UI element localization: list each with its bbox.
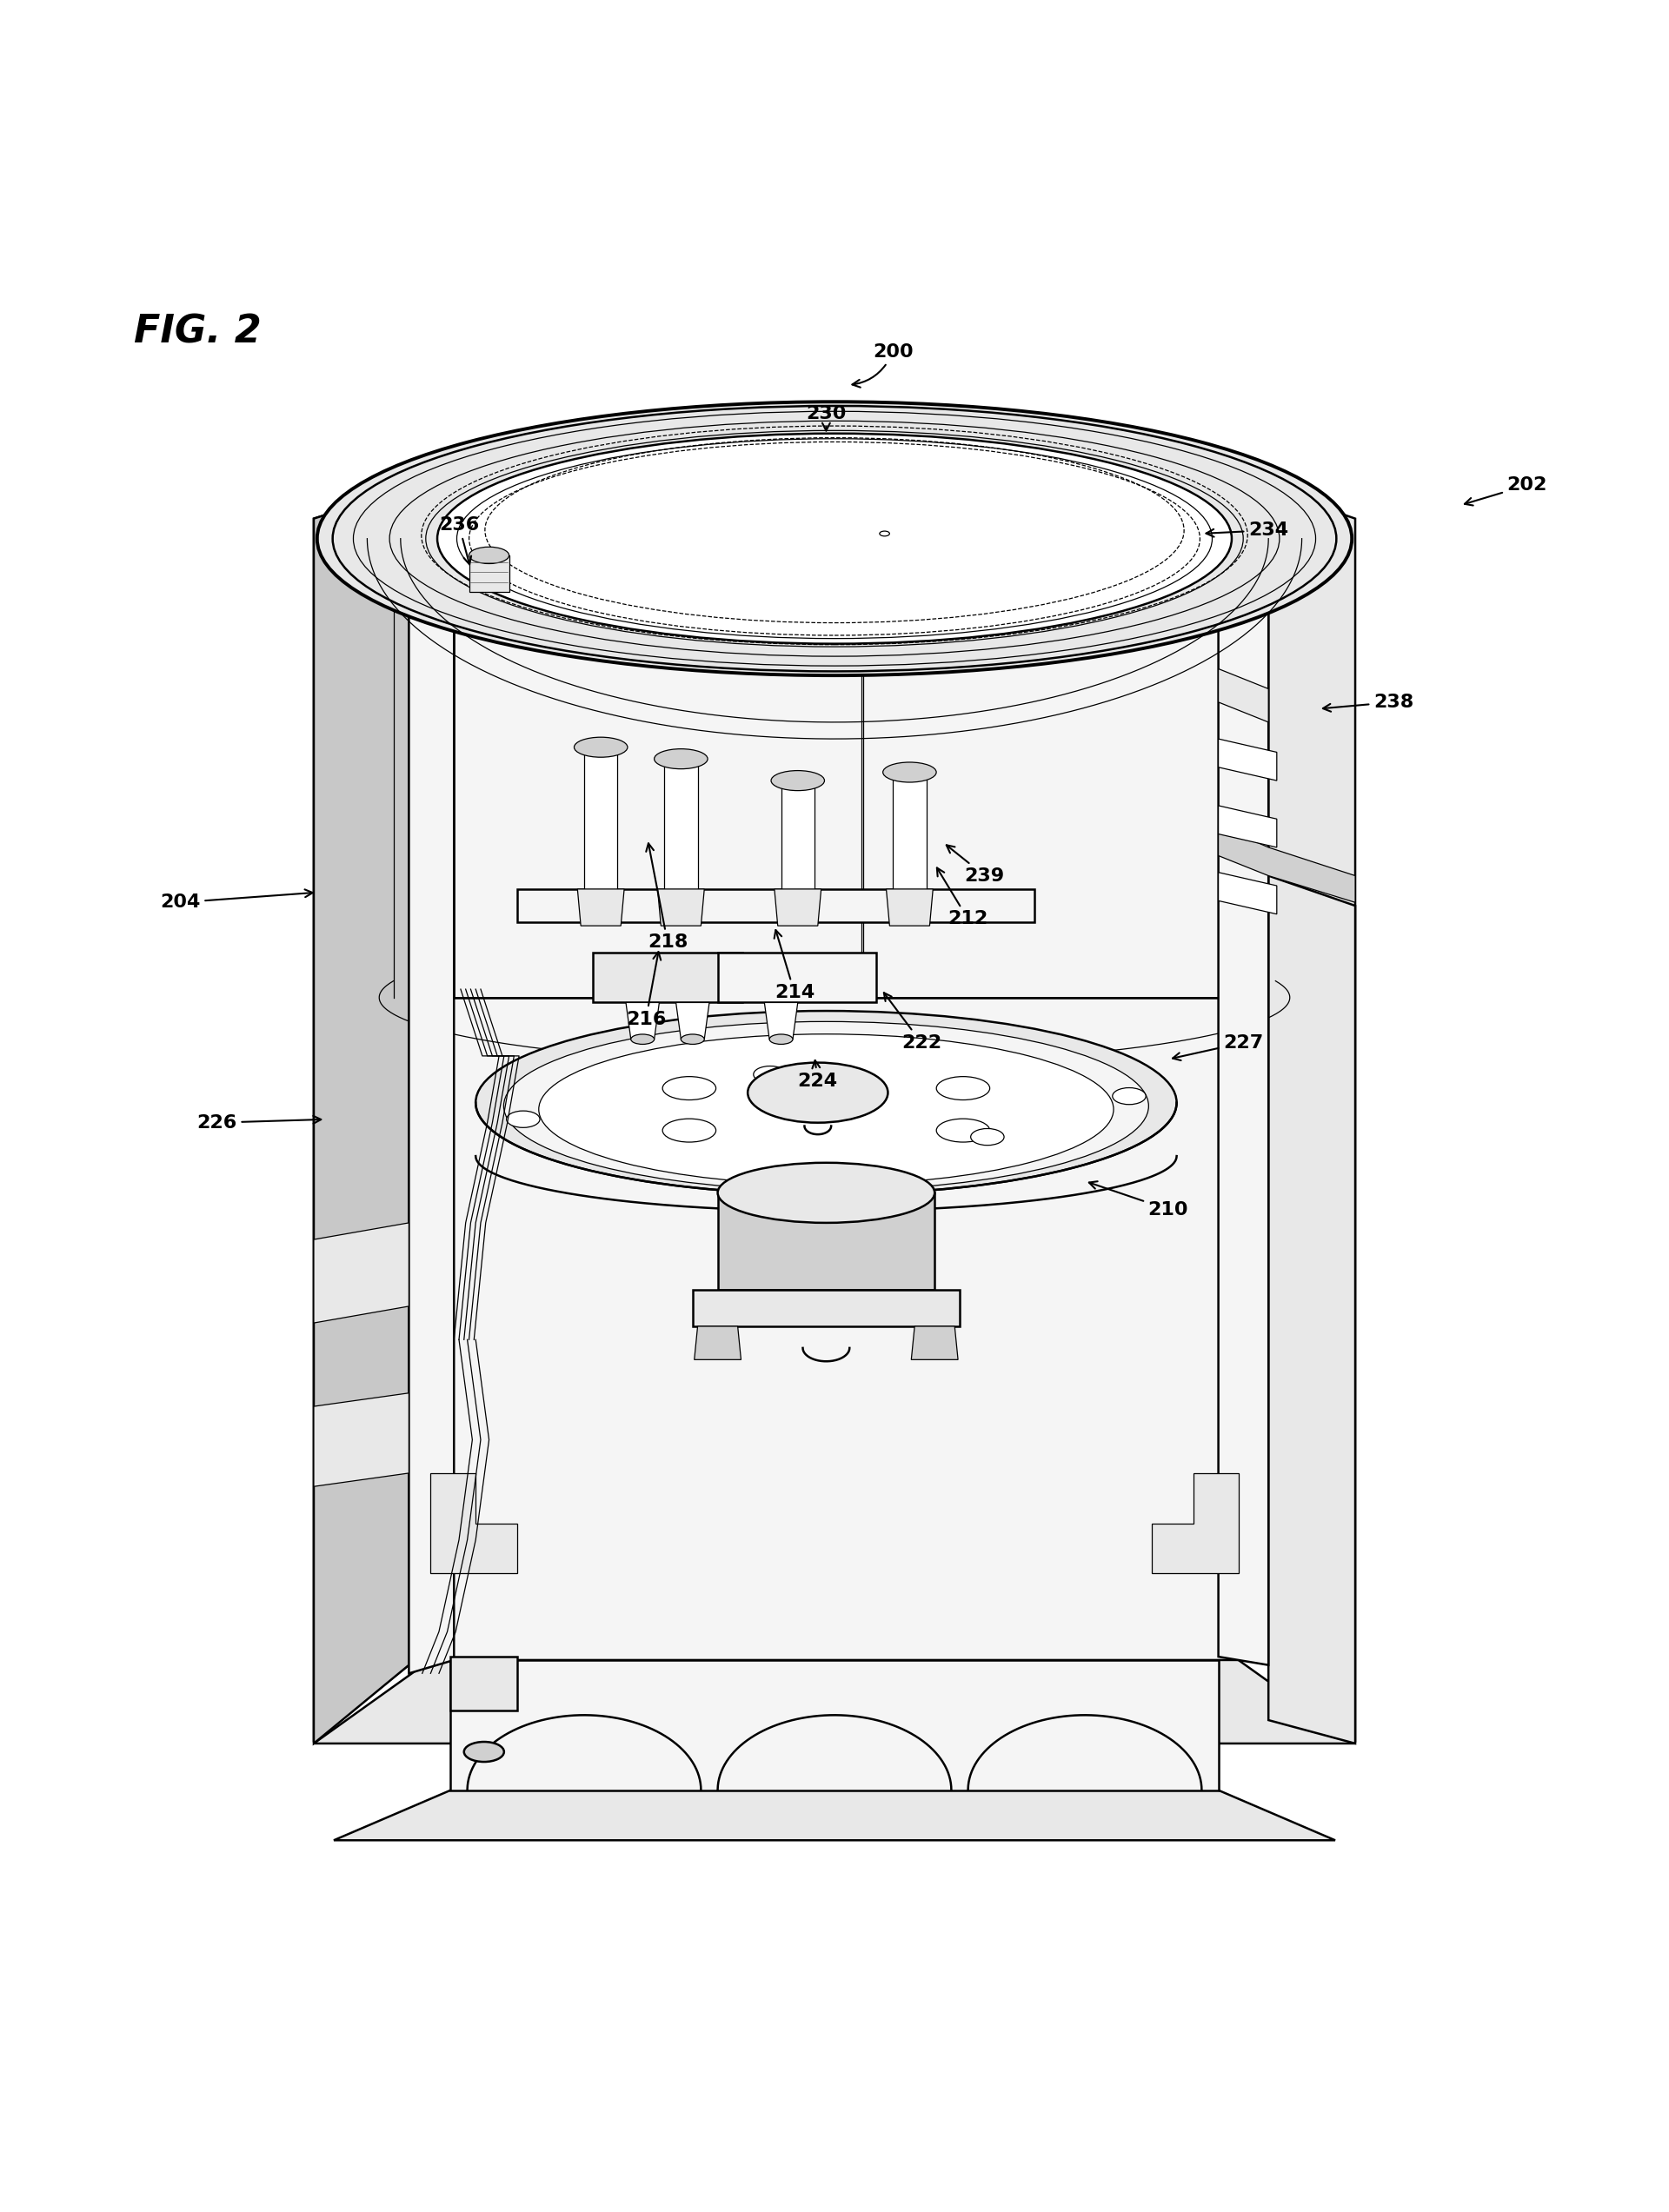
Text: 204: 204 (160, 889, 312, 911)
Polygon shape (694, 1327, 741, 1360)
Polygon shape (517, 889, 1035, 922)
Text: 202: 202 (1465, 476, 1547, 507)
Polygon shape (431, 998, 1238, 1659)
Polygon shape (718, 1192, 935, 1290)
Polygon shape (886, 889, 933, 927)
Polygon shape (1152, 1473, 1238, 1573)
Ellipse shape (506, 1110, 539, 1128)
Polygon shape (676, 1002, 709, 1040)
Ellipse shape (771, 770, 824, 790)
Ellipse shape (437, 434, 1232, 644)
Ellipse shape (574, 737, 628, 757)
Text: 216: 216 (626, 951, 666, 1029)
Polygon shape (781, 781, 814, 889)
Text: 239: 239 (946, 845, 1005, 885)
Ellipse shape (539, 1033, 1113, 1186)
Ellipse shape (936, 1119, 990, 1141)
Ellipse shape (753, 1066, 786, 1082)
Text: 236: 236 (439, 518, 479, 564)
Text: 234: 234 (1207, 522, 1288, 540)
Text: 230: 230 (806, 405, 846, 431)
Ellipse shape (631, 1035, 654, 1044)
Polygon shape (592, 953, 743, 1002)
Polygon shape (577, 889, 624, 927)
Ellipse shape (497, 445, 1172, 624)
Polygon shape (1218, 476, 1268, 1666)
Polygon shape (314, 1394, 409, 1486)
Polygon shape (409, 476, 454, 1674)
Polygon shape (764, 1002, 798, 1040)
Ellipse shape (971, 1128, 1005, 1146)
Text: 210: 210 (1090, 1181, 1188, 1219)
Ellipse shape (1113, 1088, 1147, 1104)
Polygon shape (911, 1327, 958, 1360)
Text: 227: 227 (1173, 1033, 1263, 1060)
Polygon shape (584, 748, 618, 889)
Polygon shape (865, 409, 1325, 790)
Polygon shape (451, 1659, 1218, 1790)
Text: 222: 222 (885, 993, 941, 1051)
Polygon shape (314, 1223, 409, 1323)
Ellipse shape (880, 531, 890, 535)
Polygon shape (893, 772, 926, 889)
Polygon shape (1218, 872, 1277, 914)
Text: 238: 238 (1324, 695, 1414, 712)
Polygon shape (718, 953, 876, 1002)
Ellipse shape (936, 1077, 990, 1099)
Ellipse shape (464, 1741, 504, 1761)
Ellipse shape (681, 1035, 704, 1044)
Polygon shape (314, 489, 409, 1741)
Text: 212: 212 (936, 867, 988, 927)
Polygon shape (469, 555, 509, 593)
Polygon shape (334, 1790, 1335, 1840)
Ellipse shape (748, 1062, 888, 1124)
Polygon shape (1218, 805, 1277, 847)
Polygon shape (774, 889, 821, 927)
Polygon shape (451, 1657, 517, 1710)
Text: FIG. 2: FIG. 2 (134, 314, 260, 352)
Text: 200: 200 (853, 343, 913, 387)
Ellipse shape (718, 1164, 935, 1223)
Polygon shape (658, 889, 704, 927)
Ellipse shape (654, 750, 708, 770)
Polygon shape (344, 409, 804, 790)
Polygon shape (626, 1002, 659, 1040)
Ellipse shape (663, 1119, 716, 1141)
Polygon shape (1268, 489, 1355, 1741)
Ellipse shape (317, 403, 1352, 675)
Polygon shape (454, 476, 1218, 1659)
Polygon shape (1218, 668, 1268, 721)
Ellipse shape (469, 546, 509, 564)
Text: 214: 214 (774, 929, 814, 1002)
Ellipse shape (663, 1077, 716, 1099)
Polygon shape (314, 1659, 1355, 1743)
Text: 224: 224 (798, 1060, 838, 1091)
Polygon shape (1218, 739, 1277, 781)
Polygon shape (431, 1473, 517, 1573)
Polygon shape (314, 489, 409, 1743)
Ellipse shape (883, 763, 936, 783)
Ellipse shape (476, 1011, 1177, 1194)
Ellipse shape (769, 1035, 793, 1044)
Text: 218: 218 (646, 843, 688, 951)
Polygon shape (454, 476, 1218, 998)
Text: 226: 226 (197, 1115, 320, 1130)
Polygon shape (1268, 876, 1355, 1743)
Polygon shape (693, 1290, 960, 1327)
Ellipse shape (504, 1022, 1148, 1190)
Polygon shape (1218, 825, 1355, 902)
Polygon shape (664, 759, 698, 889)
